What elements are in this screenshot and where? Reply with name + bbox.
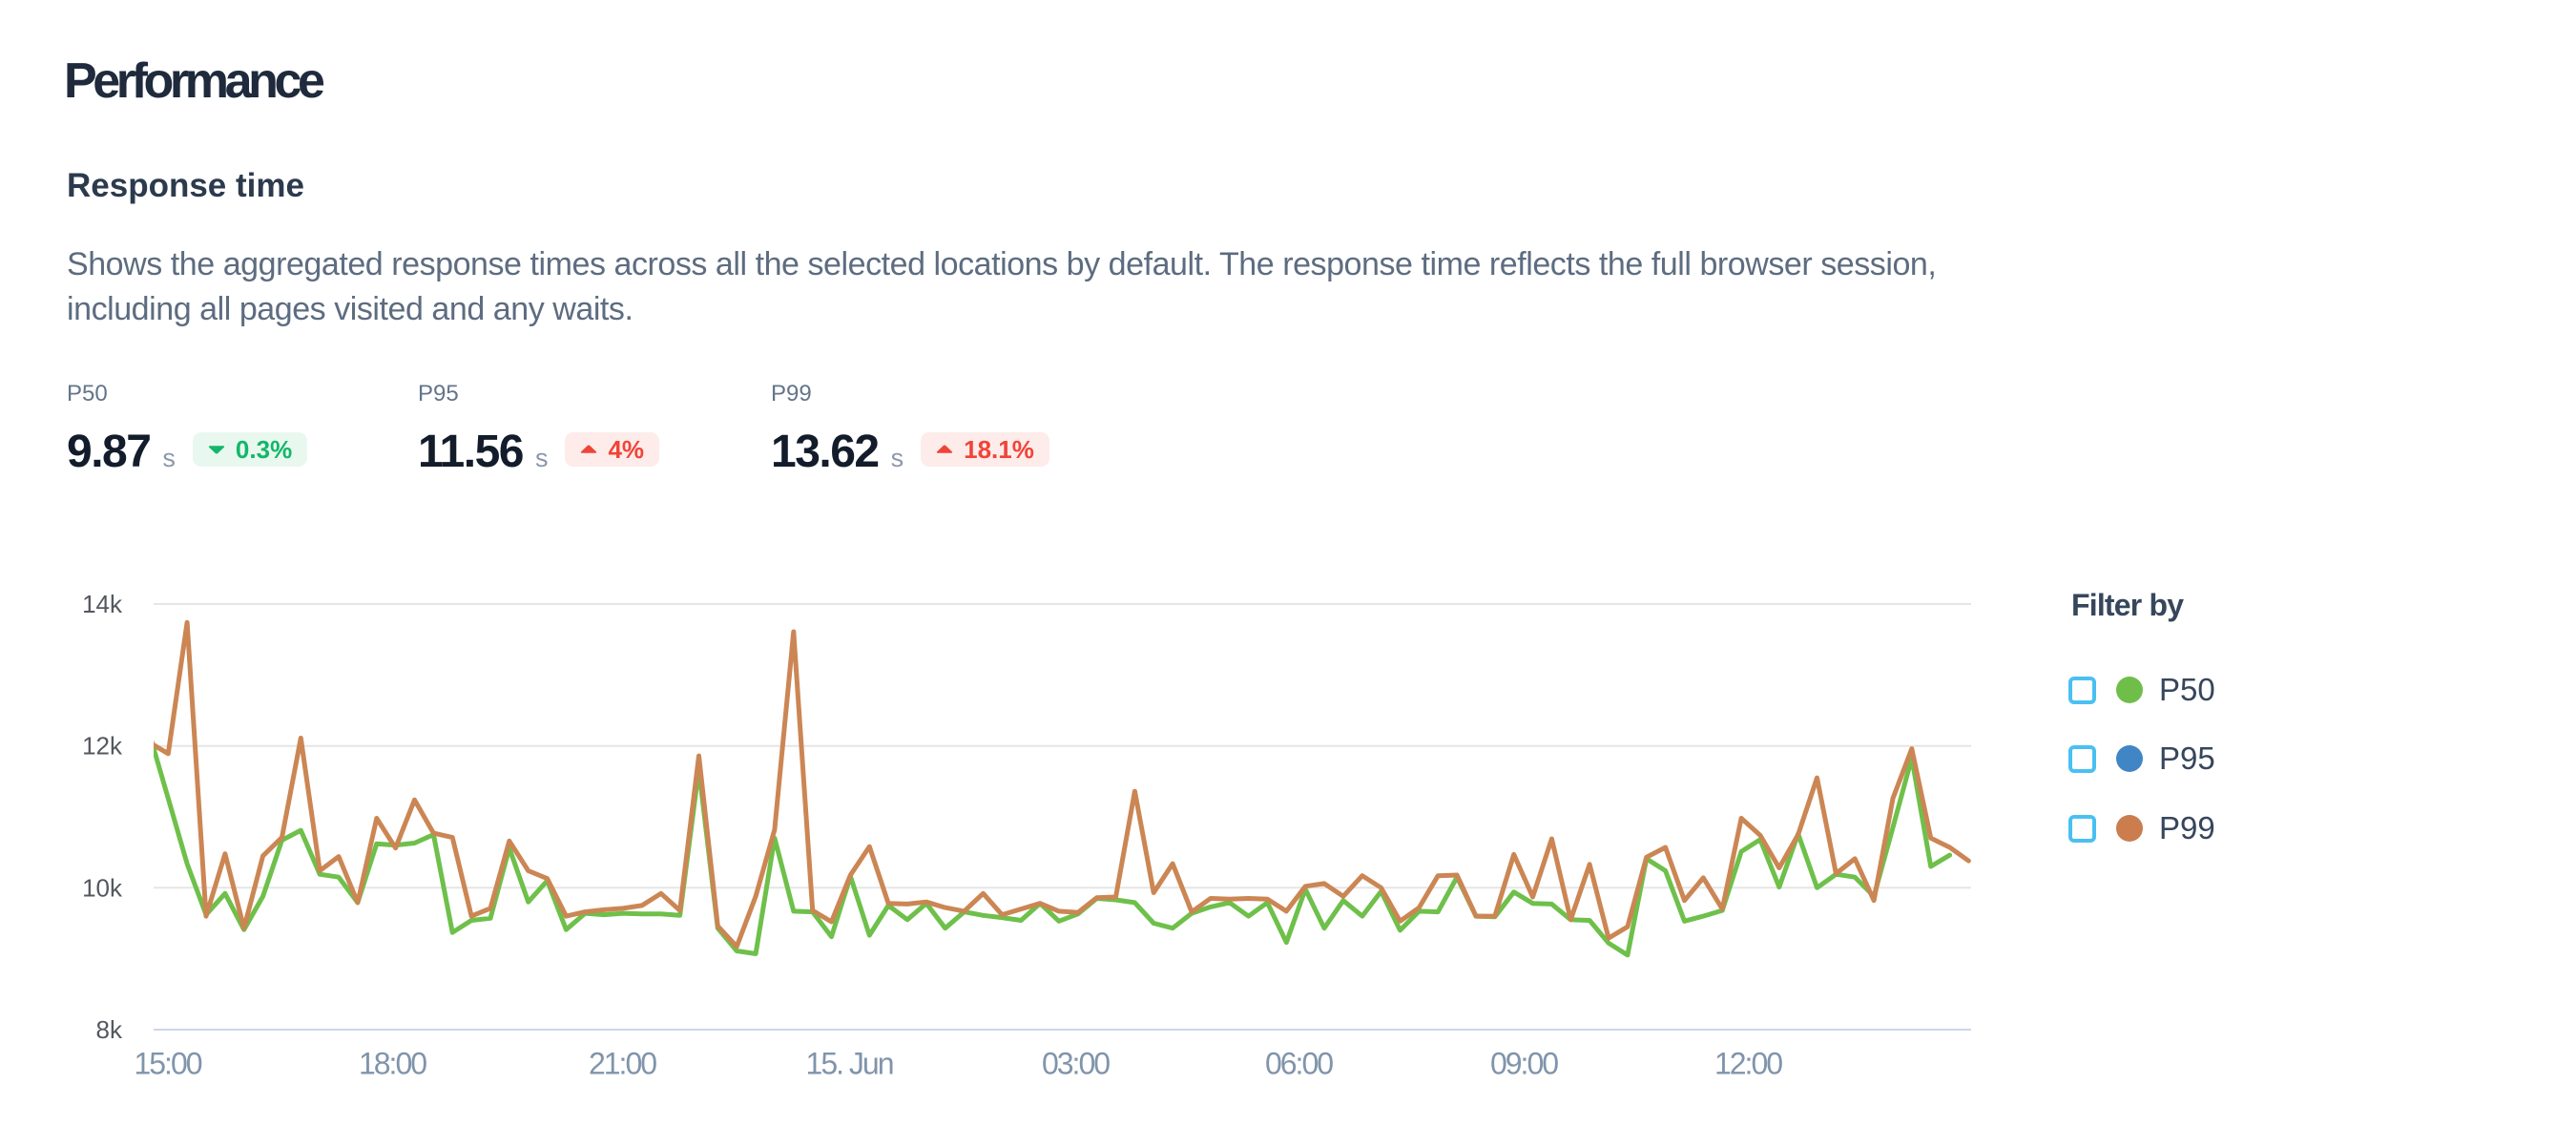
svg-text:15. Jun: 15. Jun <box>806 1047 893 1081</box>
svg-text:09:00: 09:00 <box>1490 1047 1558 1081</box>
svg-text:21:00: 21:00 <box>589 1047 656 1081</box>
svg-text:12k: 12k <box>82 732 123 761</box>
svg-text:10k: 10k <box>82 873 123 902</box>
svg-text:15:00: 15:00 <box>134 1047 201 1081</box>
svg-text:8k: 8k <box>96 1015 123 1044</box>
svg-text:03:00: 03:00 <box>1042 1047 1110 1081</box>
svg-text:14k: 14k <box>82 590 123 618</box>
svg-text:12:00: 12:00 <box>1714 1047 1782 1081</box>
svg-text:06:00: 06:00 <box>1265 1047 1333 1081</box>
svg-text:18:00: 18:00 <box>359 1047 426 1081</box>
